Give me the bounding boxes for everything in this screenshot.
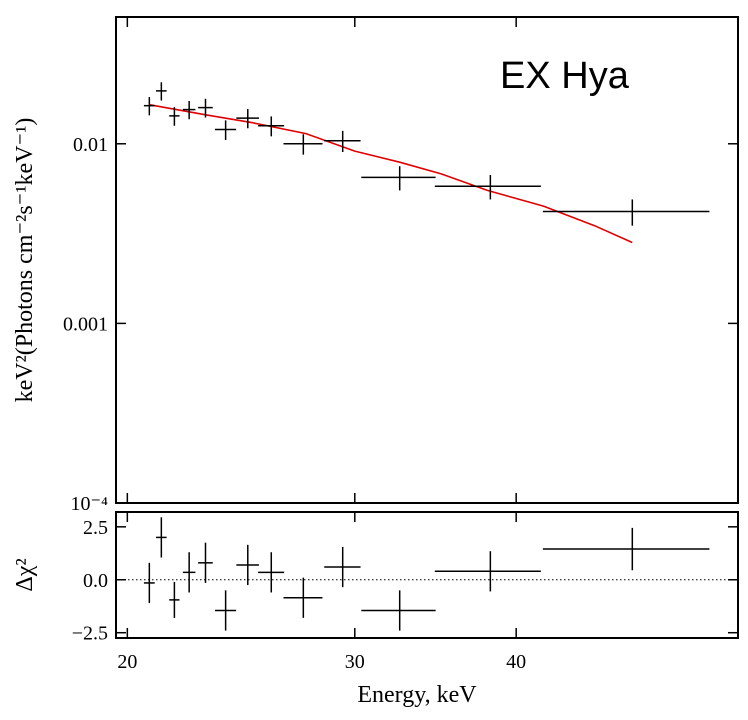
x-axis-label: Energy, keV: [357, 682, 477, 708]
x-tick-label: 20: [117, 651, 137, 673]
y-axis-label: keV²(Photons cm⁻²s⁻¹keV⁻¹): [12, 118, 38, 403]
plot-frame: [115, 511, 739, 639]
x-tick-label: 30: [345, 651, 365, 673]
x-tick-label: 40: [506, 651, 526, 673]
y-axis-label: Δχ²: [12, 558, 38, 591]
plot-frame: [115, 16, 739, 504]
y-tick-label: 10⁻⁴: [70, 493, 108, 515]
y-tick-label: 2.5: [83, 517, 108, 539]
model-line: [149, 103, 633, 244]
y-tick-label: 0.001: [63, 313, 108, 335]
y-tick-label: −2.5: [72, 623, 108, 645]
y-tick-label: 0.0: [83, 570, 108, 592]
y-tick-label: 0.01: [73, 134, 108, 156]
annotation: EX Hya: [500, 55, 630, 97]
